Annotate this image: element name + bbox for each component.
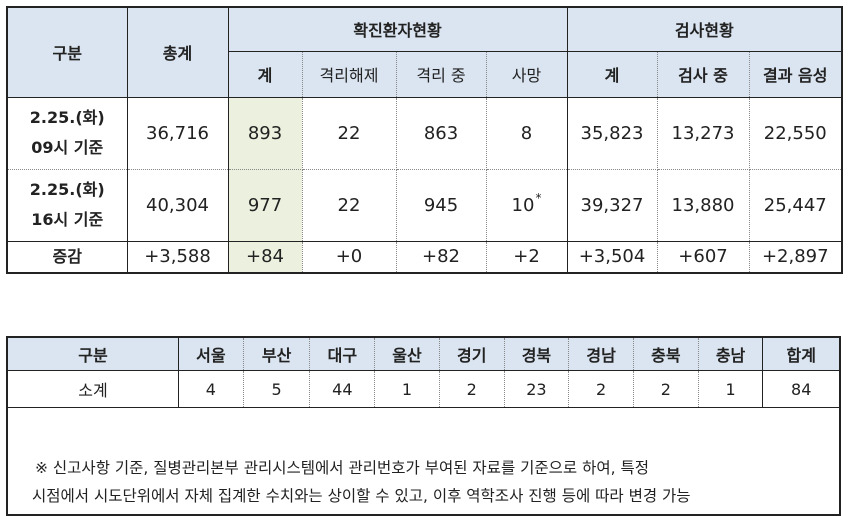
region-header: 대구 — [309, 337, 376, 371]
region-header: 충북 — [633, 337, 699, 371]
table-row: 소계 4 5 44 1 2 23 2 2 1 84 — [7, 370, 840, 407]
cell-isolated: 945 — [396, 169, 487, 241]
region-table: 구분 서울 부산 대구 울산 경기 경북 경남 충북 충남 합계 소계 4 5 … — [6, 336, 841, 407]
region-header: 서울 — [178, 337, 244, 371]
region-header: 경북 — [504, 337, 570, 371]
cell-confirmed-sum: +84 — [228, 240, 303, 273]
region-cell: 44 — [309, 370, 376, 407]
header-total: 총계 — [127, 7, 229, 98]
cell-test-sum: 39,327 — [567, 169, 658, 241]
cell-test-sum: 35,823 — [567, 97, 658, 170]
cell-released: +0 — [302, 240, 397, 273]
cell-total: +3,588 — [127, 240, 229, 273]
region-header: 구분 — [7, 337, 180, 371]
cell-negative: +2,897 — [749, 240, 843, 273]
header-released: 격리해제 — [302, 51, 397, 98]
cell-test-sum: +3,504 — [567, 240, 658, 273]
cell-negative: 22,550 — [749, 97, 843, 170]
header-negative: 결과 음성 — [749, 51, 843, 98]
header-isolated: 격리 중 — [396, 51, 487, 98]
cell-confirmed-sum: 893 — [228, 97, 303, 170]
region-header-row: 구분 서울 부산 대구 울산 경기 경북 경남 충북 충남 합계 — [7, 337, 840, 371]
footnote-line: 시점에서 시도단위에서 자체 집계한 수치와는 상이할 수 있고, 이후 역학조… — [32, 487, 691, 505]
header-test-sum: 계 — [567, 51, 658, 98]
header-test-group: 검사현황 — [567, 7, 843, 52]
region-header: 경남 — [568, 337, 634, 371]
region-header: 경기 — [439, 337, 505, 371]
cell-confirmed-sum: 977 — [228, 169, 303, 241]
table-row: 증감 +3,588 +84 +0 +82 +2 +3,504 +607 +2,8… — [7, 240, 843, 273]
cell-released: 22 — [302, 169, 397, 241]
region-header: 충남 — [698, 337, 764, 371]
cell-deaths: 10* — [486, 169, 568, 241]
region-cell: 2 — [439, 370, 505, 407]
cell-testing: 13,273 — [657, 97, 750, 170]
row-label: 증감 — [7, 240, 128, 273]
cell-testing: +607 — [657, 240, 750, 273]
region-cell: 소계 — [7, 370, 180, 407]
footnote-box: ※ 신고사항 기준, 질병관리본부 관리시스템에서 관리번호가 부여된 자료를 … — [6, 407, 841, 516]
cell-total: 40,304 — [127, 169, 229, 241]
region-cell: 4 — [178, 370, 244, 407]
region-cell: 84 — [791, 379, 812, 399]
region-header: 울산 — [374, 337, 440, 371]
header-deaths: 사망 — [486, 51, 568, 98]
cell-released: 22 — [302, 97, 397, 170]
header-confirmed-sum: 계 — [228, 51, 303, 98]
region-header: 부산 — [243, 337, 311, 371]
cell-isolated: 863 — [396, 97, 487, 170]
footnote-line: ※ 신고사항 기준, 질병관리본부 관리시스템에서 관리번호가 부여된 자료를 … — [35, 459, 649, 477]
cell-deaths: +2 — [486, 240, 568, 273]
region-cell: 1 — [374, 370, 440, 407]
table-row: 2.25.(화) 09시 기준 36,716 893 22 863 8 35,8… — [7, 97, 843, 170]
region-cell: 2 — [633, 370, 699, 407]
row-label: 2.25.(화) 09시 기준 — [7, 97, 128, 170]
header-confirmed-group: 확진환자현황 — [228, 7, 568, 52]
cell-total: 36,716 — [127, 97, 229, 170]
cell-isolated: +82 — [396, 240, 487, 273]
row-label: 2.25.(화) 16시 기준 — [7, 169, 128, 241]
region-cell: 2 — [568, 370, 634, 407]
region-cell: 5 — [243, 370, 311, 407]
region-cell: 1 — [698, 370, 764, 407]
header-testing: 검사 중 — [657, 51, 750, 98]
cell-deaths: 8 — [486, 97, 568, 170]
table-row: 2.25.(화) 16시 기준 40,304 977 22 945 10* 39… — [7, 169, 842, 241]
cell-testing: 13,880 — [657, 169, 750, 241]
region-header: 합계 — [762, 337, 840, 371]
footnote-mark: * — [535, 190, 542, 205]
region-cell: 23 — [504, 370, 570, 407]
cell-negative: 25,447 — [763, 194, 827, 216]
status-table: 구분 총계 확진환자현황 검사현황 계 격리해제 격리 중 사망 계 검사 중 … — [6, 6, 844, 274]
header-category: 구분 — [7, 7, 128, 98]
